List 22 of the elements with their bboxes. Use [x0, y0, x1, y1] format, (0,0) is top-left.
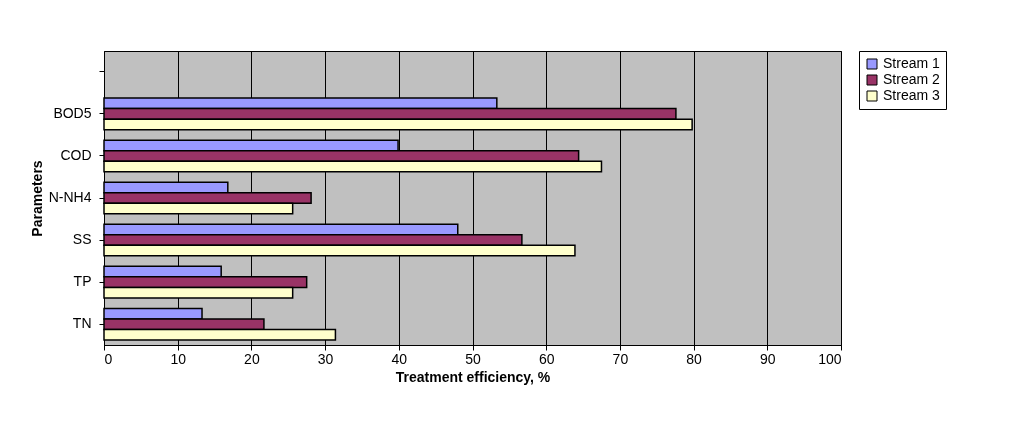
legend-label: Stream 3: [883, 87, 941, 103]
y-tick-label: SS: [72, 231, 92, 248]
x-tick-label: 10: [170, 350, 187, 367]
x-tick-label: 80: [686, 350, 703, 367]
x-tick-label: 60: [538, 350, 555, 367]
legend-label: Stream 2: [883, 71, 941, 87]
x-tick-label: 100: [818, 350, 842, 367]
x-tick-label: 0: [104, 350, 113, 367]
x-tick-label: 70: [612, 350, 629, 367]
y-axis-title: Parameters: [28, 160, 45, 237]
y-tick-label: N-NH4: [48, 189, 92, 205]
x-tick-label: 20: [244, 350, 260, 367]
x-axis-title: Treatment efficiency, %: [395, 368, 551, 385]
y-tick-label: TP: [73, 273, 92, 290]
x-tick-label: 90: [760, 350, 776, 367]
x-tick-label: 40: [391, 350, 408, 367]
y-tick-label: TN: [72, 315, 92, 332]
legend-label: Stream 1: [883, 55, 941, 71]
x-tick-label: 30: [317, 350, 334, 367]
y-tick-label: COD: [60, 146, 92, 163]
y-tick-label: BOD5: [53, 104, 92, 121]
x-tick-label: 50: [465, 350, 481, 367]
